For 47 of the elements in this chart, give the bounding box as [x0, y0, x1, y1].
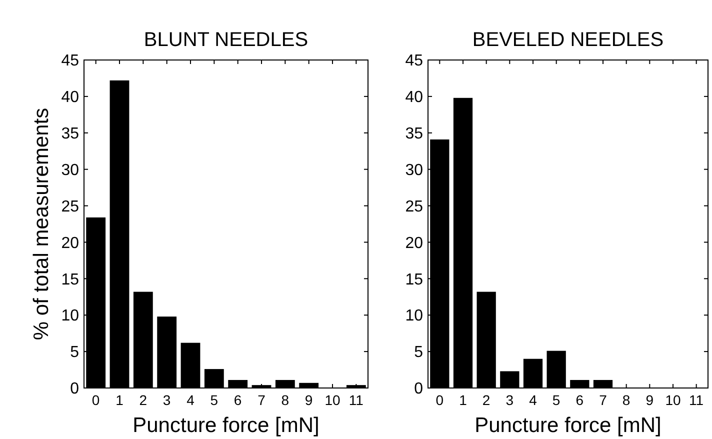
- y-tick-label: 40: [405, 89, 424, 106]
- y-tick-label: 25: [61, 198, 80, 216]
- x-tick-label: 2: [482, 392, 490, 408]
- x-tick-label: 8: [622, 392, 630, 408]
- x-tick-label: 5: [210, 392, 218, 408]
- x-tick-label: 1: [116, 392, 124, 408]
- y-axis-title: % of total measurements: [30, 108, 53, 340]
- x-tick-label: 9: [646, 392, 654, 408]
- x-tick-label: 9: [304, 392, 313, 408]
- x-tick-label: 3: [162, 392, 171, 408]
- x-tick-label: 1: [459, 392, 468, 408]
- y-tick-label: 20: [61, 234, 80, 252]
- x-axis-title: Puncture force [mN]: [132, 414, 320, 437]
- x-tick-label: 8: [281, 392, 290, 408]
- y-tick-label: 20: [405, 234, 424, 252]
- y-tick-label: 15: [61, 271, 80, 288]
- y-tick-label: 15: [405, 271, 424, 288]
- x-axis-title: Puncture force [mN]: [474, 414, 662, 437]
- x-tick-label: 6: [576, 392, 584, 408]
- x-tick-label: 10: [665, 392, 681, 408]
- y-tick-label: 5: [414, 344, 424, 362]
- y-tick-label: 35: [61, 125, 80, 142]
- x-tick-label: 2: [139, 392, 148, 408]
- x-tick-label: 0: [92, 392, 100, 408]
- x-tick-label: 10: [324, 392, 340, 408]
- x-tick-label: 11: [348, 392, 364, 408]
- x-tick-label: 4: [529, 392, 538, 408]
- y-tick-label: 30: [61, 162, 80, 179]
- y-tick-label: 35: [405, 125, 424, 142]
- y-tick-label: 5: [70, 344, 80, 362]
- x-tick-label: 3: [506, 392, 514, 408]
- x-tick-label: 5: [552, 392, 560, 408]
- chart-title: BEVELED NEEDLES: [472, 29, 664, 51]
- x-tick-label: 4: [186, 392, 195, 408]
- y-tick-label: 10: [405, 308, 424, 325]
- x-tick-label: 7: [599, 392, 608, 408]
- y-tick-label: 10: [61, 308, 80, 325]
- y-tick-label: 25: [405, 198, 424, 216]
- x-tick-label: 11: [689, 392, 704, 408]
- chart-title: BLUNT NEEDLES: [144, 29, 308, 51]
- x-tick-label: 0: [436, 392, 444, 408]
- y-tick-label: 45: [61, 52, 80, 70]
- x-tick-label: 7: [258, 392, 266, 408]
- y-tick-label: 40: [61, 89, 80, 106]
- x-tick-label: 6: [234, 392, 242, 408]
- y-tick-label: 45: [405, 52, 424, 70]
- y-tick-label: 30: [405, 162, 424, 179]
